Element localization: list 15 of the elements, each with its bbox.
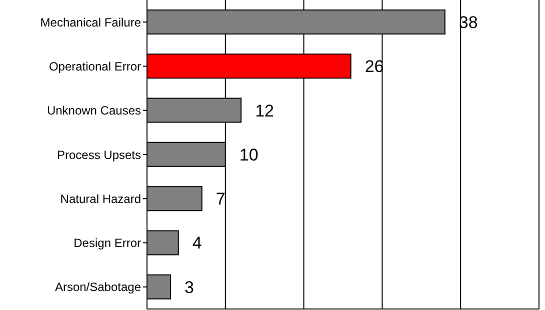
y-tick-label: Unknown Causes	[46, 104, 141, 118]
data-label: 7	[216, 190, 226, 209]
bar	[147, 230, 179, 256]
data-label: 10	[239, 145, 258, 164]
data-label: 4	[192, 234, 202, 253]
y-tick-label: Arson/Sabotage	[54, 280, 142, 294]
y-tick-label: Process Upsets	[56, 148, 141, 162]
y-tick-label: Mechanical Failure	[40, 15, 142, 30]
y-tick-label: Natural Hazard	[60, 192, 141, 206]
bar	[147, 274, 172, 300]
y-tick-label: Operational Error	[48, 59, 141, 74]
data-label: 12	[255, 101, 274, 120]
y-tick-label: Design Error	[74, 236, 141, 250]
data-label: 3	[184, 278, 194, 297]
bar	[147, 186, 202, 212]
